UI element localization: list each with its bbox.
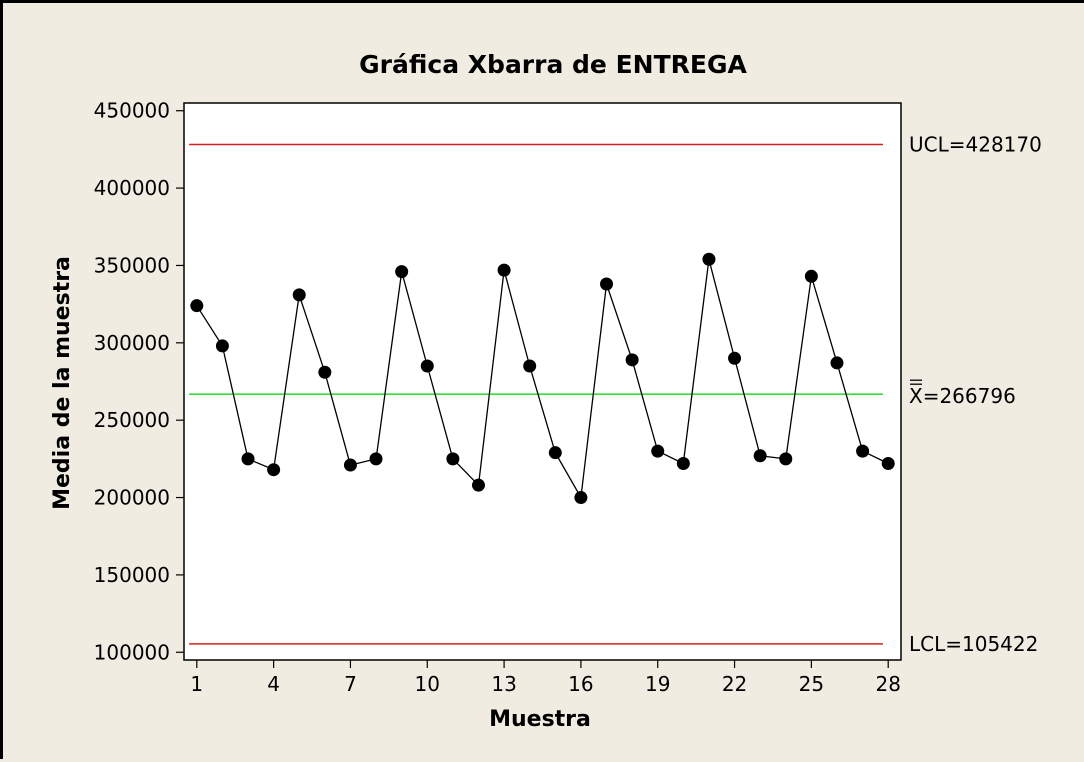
- data-point: [241, 452, 255, 466]
- x-tick-label: 4: [267, 672, 280, 696]
- data-point: [574, 491, 588, 505]
- x-tick-label: 13: [491, 672, 516, 696]
- x-tick-label: 25: [799, 672, 824, 696]
- data-point: [728, 351, 742, 365]
- y-tick-label: 300000: [94, 331, 170, 355]
- x-tick-label: 1: [190, 672, 203, 696]
- chart-title: Gráfica Xbarra de ENTREGA: [359, 50, 747, 79]
- x-tick-label: 28: [875, 672, 900, 696]
- data-point: [190, 299, 204, 313]
- data-point: [548, 446, 562, 460]
- x-tick-label: 10: [415, 672, 440, 696]
- ucl-label: UCL=428170: [909, 133, 1042, 157]
- data-point: [625, 353, 639, 367]
- control-limits: UCL=428170 X=266796 LCL=105422: [189, 133, 1042, 656]
- data-point: [292, 288, 306, 302]
- plot-area: [183, 102, 902, 661]
- data-point: [881, 457, 895, 471]
- series-line: [196, 259, 889, 500]
- y-tick-label: 450000: [94, 99, 170, 123]
- data-point: [471, 478, 485, 492]
- data-point: [753, 449, 767, 463]
- y-tick-label: 350000: [94, 253, 170, 277]
- sample-mean-series: [190, 252, 895, 505]
- x-tick-label: 16: [568, 672, 593, 696]
- data-point: [651, 444, 665, 458]
- data-point: [856, 444, 870, 458]
- data-point: [446, 452, 460, 466]
- y-tick-label: 400000: [94, 176, 170, 200]
- data-point: [600, 277, 614, 291]
- center-label: X=266796: [909, 384, 1016, 408]
- y-tick-label: 250000: [94, 408, 170, 432]
- data-point: [267, 463, 281, 477]
- x-axis-ticks: 1 4 7 10 13 16 19 22 25 28: [190, 660, 901, 696]
- data-point: [497, 263, 511, 277]
- x-tick-label: 22: [722, 672, 747, 696]
- data-point: [804, 269, 818, 283]
- data-point: [702, 252, 716, 266]
- data-point: [779, 452, 793, 466]
- data-point: [343, 458, 357, 472]
- data-point: [318, 365, 332, 379]
- data-point: [523, 359, 537, 373]
- y-tick-label: 200000: [94, 486, 170, 510]
- y-axis-ticks: 100000 150000 200000 250000 300000 350000 4000…: [94, 99, 184, 664]
- x-tick-label: 7: [344, 672, 357, 696]
- data-point: [676, 457, 690, 471]
- lcl-label: LCL=105422: [909, 632, 1038, 656]
- y-axis-label: Media de la muestra: [50, 256, 75, 510]
- y-tick-label: 150000: [94, 563, 170, 587]
- data-point: [830, 356, 844, 370]
- data-point: [395, 265, 409, 279]
- x-tick-label: 19: [645, 672, 670, 696]
- data-point: [369, 452, 383, 466]
- xbar-chart: Gráfica Xbarra de ENTREGA Muestra Media …: [50, 50, 1042, 732]
- data-point: [420, 359, 434, 373]
- data-point: [215, 339, 229, 353]
- x-axis-label: Muestra: [489, 707, 591, 732]
- y-tick-label: 100000: [94, 640, 170, 664]
